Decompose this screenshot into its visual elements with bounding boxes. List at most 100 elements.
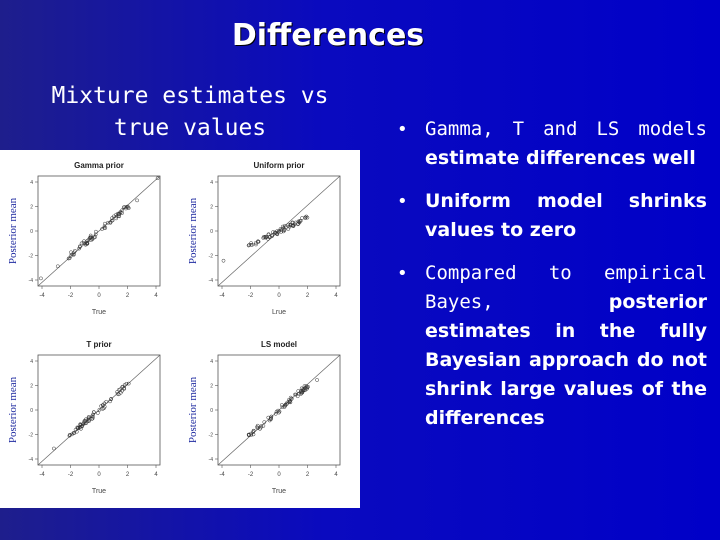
scatter-point [304,214,309,219]
scatter-point [266,232,271,237]
scatter-point [118,210,123,214]
scatter-point [288,400,293,405]
bullet-item: • Gamma, T and LS models estimate differ… [395,115,707,173]
scatter-point [261,424,266,428]
scatter-point [82,239,86,244]
scatter-point [258,426,262,431]
scatter-point [288,395,293,400]
scatter-point [88,233,93,238]
scatter-point [114,216,118,221]
scatter-point [121,205,126,210]
scatter-point [81,241,86,245]
bullet-item: • Compared to empirical Bayes, posterior… [395,259,707,433]
scatter-point [126,381,131,386]
scatter-point [295,394,300,399]
scatter-point [99,404,103,408]
scatter-point [67,433,72,438]
bullet-plain-text: Compared to empirical Bayes, [425,262,707,313]
scatter-point [296,219,301,224]
panel-uniform-prior: Uniform prior -4 -2 0 2 4 4 2 0 -2 -4 Lrue Posterior… [180,150,360,329]
scatter-point [91,410,96,414]
y-tick-label: -2 [209,254,214,260]
scatter-point [271,230,275,234]
bullet-dot: • [397,191,408,212]
scatter-point [118,210,123,215]
x-tick-label: 0 [277,472,281,478]
identity-line [37,354,161,466]
scatter-point [305,385,310,390]
x-tick-label: -4 [39,293,45,299]
scatter-panel-svg: LS model -4 -2 0 2 4 4 2 0 -2 -4 True Posterior mean [187,340,341,495]
y-tick-label: 0 [210,229,213,235]
scatter-point [267,418,272,423]
y-axis-label: Posterior mean [187,197,199,264]
scatter-point [70,252,74,257]
scatter-point [288,222,293,227]
bullet-item: • Uniform model shrinks values to zero [395,187,707,245]
scatter-point [106,220,110,225]
scatter-point [282,405,287,409]
panel-title: T prior [86,340,111,349]
scatter-point [298,218,303,223]
scatter-point [293,392,297,397]
y-axis-label: Posterior mean [7,197,19,264]
x-tick-label: 4 [154,472,158,478]
identity-line [37,175,161,287]
scatter-point [270,233,275,238]
y-tick-label: -2 [209,433,214,439]
scatter-point [279,229,284,234]
scatter-point [108,399,112,404]
scatter-point [301,389,305,393]
scatter-panel-svg: Gamma prior -4 -2 0 2 4 4 2 0 -2 -4 True Posterior m… [7,161,161,316]
x-axis-label: True [92,488,106,495]
scatter-point [255,425,259,430]
y-tick-label: 2 [210,384,213,390]
panel-t-prior: T prior -4 -2 0 2 4 4 2 0 -2 -4 True Posterior mean [0,329,180,508]
scatter-point [68,432,72,437]
x-tick-label: 4 [334,472,338,478]
scatter-point [86,415,91,419]
x-tick-label: -4 [39,472,45,478]
bullet-dot: • [397,119,408,140]
scatter-point [108,220,113,225]
scatter-point [266,415,271,420]
scatter-point [251,432,256,437]
scatter-point [114,212,118,217]
bullet-bold-text: posterior estimates in the fully Bayesia… [425,291,707,429]
scatter-point [71,252,76,257]
scatter-point [71,252,76,257]
y-tick-label: 0 [210,408,213,414]
scatter-point [315,378,319,382]
x-tick-label: -2 [68,293,74,299]
y-tick-label: -4 [29,457,34,463]
x-tick-label: 4 [154,293,158,299]
scatter-point [286,222,291,227]
x-tick-label: -2 [68,472,74,478]
y-tick-label: -4 [209,278,214,284]
scatter-point [89,238,94,242]
x-tick-label: -2 [248,472,254,478]
scatter-point [286,227,291,231]
x-tick-label: 2 [306,293,310,299]
x-axis-label: True [92,309,106,316]
y-tick-label: 4 [30,180,33,186]
y-tick-label: 2 [30,384,33,390]
scatter-point [263,234,268,239]
y-tick-label: -4 [29,278,34,284]
scatter-point [72,431,77,435]
scatter-point [273,411,278,416]
y-tick-label: -4 [209,457,214,463]
scatter-point [279,403,284,407]
x-tick-label: 0 [97,472,101,478]
scatter-point [104,399,109,404]
scatter-point [124,205,129,209]
slide-subtitle: Mixture estimates vs true values [51,83,329,141]
y-tick-label: 4 [210,180,213,186]
scatter-point [155,176,160,181]
y-axis-label: Posterior mean [187,376,199,443]
scatter-point [117,387,121,392]
bullet-bold-text: estimate differences well [425,147,696,169]
scatter-point [39,276,43,281]
scatter-point [278,227,283,231]
scatter-point [262,420,267,424]
